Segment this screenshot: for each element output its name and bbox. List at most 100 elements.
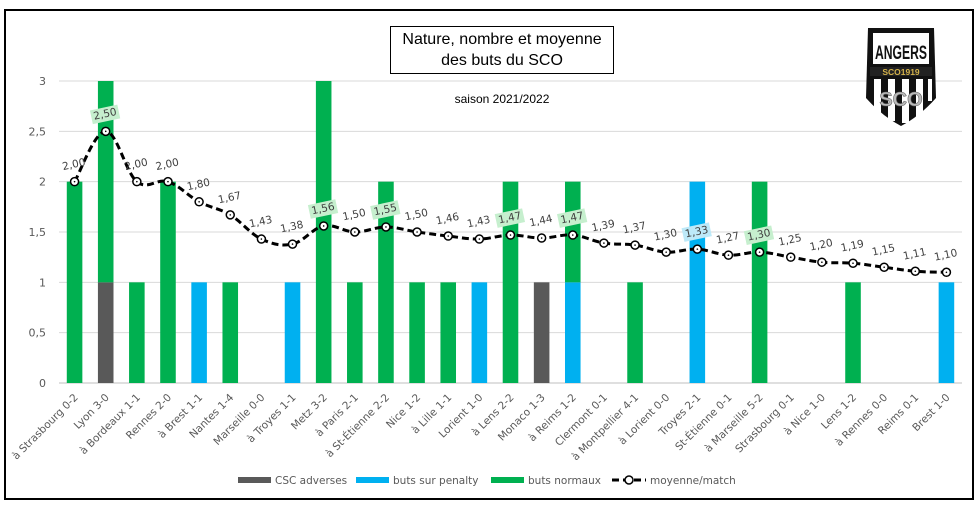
data-label: 1,15 xyxy=(871,242,896,259)
data-label: 1,47 xyxy=(494,208,526,228)
logo-banner: SCO1919 xyxy=(882,67,920,77)
data-label: 1,11 xyxy=(902,246,927,263)
data-label: 1,19 xyxy=(840,238,865,255)
data-label-text: 1,10 xyxy=(933,247,958,264)
average-point-center xyxy=(447,235,450,237)
average-point-center xyxy=(104,130,107,133)
average-point-center xyxy=(821,261,823,264)
average-point-center xyxy=(322,225,325,227)
average-point-center xyxy=(260,238,263,240)
data-label-text: 1,80 xyxy=(186,177,211,194)
data-label: 1,46 xyxy=(435,211,461,228)
average-point-center xyxy=(73,180,76,183)
average-point-center xyxy=(883,266,885,269)
legend-label: buts normaux xyxy=(528,475,601,487)
average-point-center xyxy=(603,242,605,244)
data-label-backdrop xyxy=(89,104,121,125)
data-label-text: 1,15 xyxy=(871,242,896,259)
data-label-text: 1,37 xyxy=(622,220,647,237)
data-label-backdrop xyxy=(494,208,526,228)
data-label: 1,43 xyxy=(466,214,491,231)
average-point-center xyxy=(509,234,512,236)
data-label-text: 2,00 xyxy=(61,156,86,173)
average-point-center xyxy=(758,251,761,253)
data-label: 1,25 xyxy=(777,232,802,249)
data-label: 1,39 xyxy=(591,218,616,235)
average-point-center xyxy=(665,251,667,253)
data-label: 1,38 xyxy=(279,219,304,236)
data-label: 1,56 xyxy=(307,199,339,219)
bar-buts-normaux xyxy=(409,282,425,383)
chart-title: Nature, nombre et moyenne des buts du SC… xyxy=(390,26,614,74)
average-point-center xyxy=(478,238,481,240)
average-point-center xyxy=(291,243,294,245)
bar-buts-normaux xyxy=(315,81,332,383)
data-label: 1,50 xyxy=(404,207,429,224)
data-label-text: 2,00 xyxy=(155,156,180,173)
y-tick-label: 1,5 xyxy=(29,226,47,239)
bar-buts-sur-penalty xyxy=(689,181,706,383)
y-tick-label: 3 xyxy=(39,75,46,88)
data-label: 2,50 xyxy=(89,104,121,125)
average-point-center xyxy=(571,234,574,236)
data-label: 1,55 xyxy=(370,200,401,220)
data-label-text: 1,30 xyxy=(653,227,678,244)
data-label-text: 1,33 xyxy=(684,224,709,241)
data-label: 1,30 xyxy=(653,227,678,244)
average-point-center xyxy=(385,226,387,228)
angers-sco-logo: ANGERS SCO1919 SCO xyxy=(866,28,936,126)
data-label: 1,20 xyxy=(809,237,834,254)
data-labels: 2,00 2,50 2,00 2,00 1,80 1,67 1,43 1,38 1,56 1,50… xyxy=(61,104,958,264)
data-label-text: 1,67 xyxy=(217,190,242,207)
bar-buts-normaux xyxy=(845,282,861,383)
average-point-center xyxy=(727,254,730,256)
data-label-text: 1,46 xyxy=(435,211,461,228)
bar-buts-normaux xyxy=(347,282,363,383)
data-label-text: 1,56 xyxy=(310,201,336,218)
legend-item: CSC adverses xyxy=(238,475,347,487)
data-label: 1,43 xyxy=(248,214,273,231)
data-label-text: 1,19 xyxy=(840,238,865,255)
data-label-text: 1,50 xyxy=(404,207,429,224)
legend: CSC adverses buts sur penalty buts normaux… xyxy=(238,475,736,487)
data-label-text: 1,43 xyxy=(466,214,491,231)
legend-label: moyenne/match xyxy=(650,475,736,487)
data-label-text: 1,44 xyxy=(528,213,554,230)
data-label-text: 1,50 xyxy=(341,207,366,224)
legend-swatch xyxy=(238,477,271,483)
bar-buts-normaux xyxy=(160,181,176,383)
bar-csc-adverses xyxy=(97,282,114,383)
average-point-center xyxy=(136,180,138,183)
bar-buts-normaux xyxy=(751,181,768,383)
data-label: 2,00 xyxy=(61,156,86,173)
data-label: 1,27 xyxy=(715,230,740,247)
data-label-text: 1,27 xyxy=(715,230,740,247)
legend-label: CSC adverses xyxy=(275,475,347,487)
legend-item: moyenne/match xyxy=(612,475,736,487)
average-point-center xyxy=(354,231,356,233)
data-label-text: 1,11 xyxy=(902,246,927,263)
data-label-text: 1,47 xyxy=(497,210,522,227)
data-label-text: 1,47 xyxy=(559,210,584,227)
y-axis-ticks: 0 0,5 1 1,5 2 2,5 3 xyxy=(29,75,47,390)
bar-buts-normaux xyxy=(222,282,239,383)
bar-buts-normaux xyxy=(66,181,83,383)
chart-title-text: Nature, nombre et moyenne des buts du SC… xyxy=(402,31,602,69)
legend-swatch xyxy=(491,477,524,483)
data-label-text: 1,30 xyxy=(746,227,771,244)
average-line xyxy=(69,126,952,278)
average-point-center xyxy=(914,270,917,273)
data-label-text: 1,25 xyxy=(777,232,802,249)
bar-buts-sur-penalty xyxy=(938,282,955,383)
legend-item: buts normaux xyxy=(491,475,601,487)
legend-item: buts sur penalty xyxy=(356,475,479,487)
y-tick-label: 2,5 xyxy=(29,125,47,138)
data-label-backdrop xyxy=(681,222,712,242)
data-label-text: 1,38 xyxy=(279,219,304,236)
average-point-center xyxy=(852,262,854,265)
data-label-text: 2,50 xyxy=(92,106,117,123)
average-point-center xyxy=(167,180,169,183)
data-label-text: 1,39 xyxy=(591,218,616,235)
